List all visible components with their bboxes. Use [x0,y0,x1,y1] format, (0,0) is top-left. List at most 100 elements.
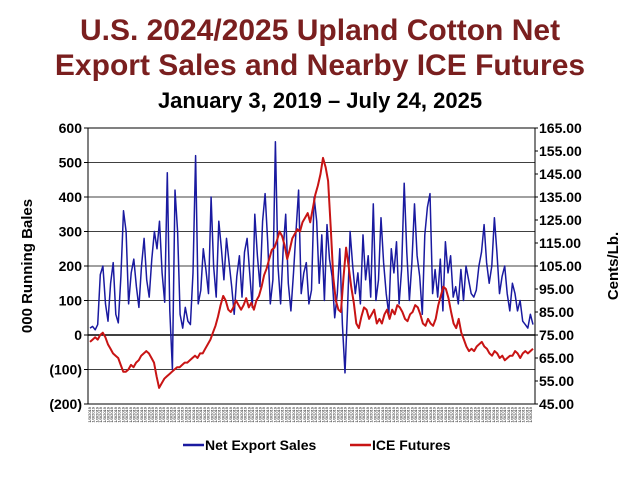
x-tick-label: 1/3/2019 [258,406,263,422]
left-tick-label: 400 [59,189,83,205]
x-tick-label: 1/3/2019 [465,406,470,422]
right-tick-label: 145.00 [539,166,582,182]
x-tick-label: 1/3/2019 [439,406,444,422]
x-tick-label: 1/3/2019 [202,406,207,422]
x-tick-label: 1/3/2019 [150,406,155,422]
x-tick-label: 1/3/2019 [302,406,307,422]
x-tick-label: 1/3/2019 [510,406,515,422]
x-tick-label: 1/3/2019 [521,406,526,422]
x-tick-label: 1/3/2019 [417,406,422,422]
x-tick-label: 1/3/2019 [324,406,329,422]
x-tick-label: 1/3/2019 [209,406,214,422]
x-tick-label: 1/3/2019 [335,406,340,422]
x-tick-label: 1/3/2019 [261,406,266,422]
x-tick-label: 1/3/2019 [187,406,192,422]
x-tick-label: 1/3/2019 [350,406,355,422]
x-tick-label: 1/3/2019 [132,406,137,422]
x-tick-label: 1/3/2019 [87,406,92,422]
x-tick-label: 1/3/2019 [406,406,411,422]
x-tick-label: 1/3/2019 [94,406,99,422]
x-tick-label: 1/3/2019 [198,406,203,422]
x-tick-label: 1/3/2019 [217,406,222,422]
x-tick-label: 1/3/2019 [176,406,181,422]
x-tick-label: 1/3/2019 [398,406,403,422]
x-tick-label: 1/3/2019 [206,406,211,422]
x-tick-label: 1/3/2019 [117,406,122,422]
x-tick-label: 1/3/2019 [309,406,314,422]
left-axis-ticks: 600 500 400 300 200 100 0 (100) (200) [49,120,88,412]
x-tick-label: 1/3/2019 [395,406,400,422]
x-tick-label: 1/3/2019 [491,406,496,422]
legend-label-net-export-sales: Net Export Sales [205,437,316,453]
x-tick-label: 1/3/2019 [280,406,285,422]
left-tick-label: (100) [49,362,82,378]
x-tick-label: 1/3/2019 [102,406,107,422]
x-tick-label: 1/3/2019 [109,406,114,422]
x-tick-label: 1/3/2019 [191,406,196,422]
right-tick-label: 165.00 [539,120,582,136]
x-tick-label: 1/3/2019 [143,406,148,422]
x-tick-label: 1/3/2019 [387,406,392,422]
x-tick-label: 1/3/2019 [269,406,274,422]
x-tick-label: 1/3/2019 [276,406,281,422]
x-tick-label: 1/3/2019 [461,406,466,422]
x-tick-label: 1/3/2019 [384,406,389,422]
x-tick-label: 1/3/2019 [332,406,337,422]
x-tick-label: 1/3/2019 [469,406,474,422]
x-tick-label: 1/3/2019 [454,406,459,422]
left-tick-label: 300 [59,224,83,240]
x-tick-label: 1/3/2019 [484,406,489,422]
x-tick-label: 1/3/2019 [195,406,200,422]
x-tick-label: 1/3/2019 [113,406,118,422]
left-tick-label: 100 [59,293,83,309]
x-tick-label: 1/3/2019 [409,406,414,422]
x-tick-label: 1/3/2019 [402,406,407,422]
right-tick-label: 115.00 [539,235,581,251]
chart-title-line-2: Export Sales and Nearby ICE Futures [54,49,586,82]
x-tick-label: 1/3/2019 [361,406,366,422]
ice-futures-line [89,156,534,389]
x-tick-label: 1/3/2019 [250,406,255,422]
series-lines [89,141,534,389]
right-tick-label: 75.00 [539,327,574,343]
right-axis-label: Cents/Lb. [605,232,622,300]
x-tick-label: 1/3/2019 [354,406,359,422]
x-tick-label: 1/3/2019 [369,406,374,422]
x-tick-label: 1/3/2019 [506,406,511,422]
x-tick-label: 1/3/2019 [343,406,348,422]
x-tick-label: 1/3/2019 [213,406,218,422]
x-tick-label: 1/3/2019 [476,406,481,422]
x-tick-label: 1/3/2019 [128,406,133,422]
x-tick-label: 1/3/2019 [502,406,507,422]
right-tick-label: 85.00 [539,304,574,320]
x-tick-label: 1/3/2019 [224,406,229,422]
right-tick-label: 135.00 [539,189,582,205]
x-tick-label: 1/3/2019 [372,406,377,422]
x-tick-label: 1/3/2019 [120,406,125,422]
x-tick-label: 1/3/2019 [295,406,300,422]
chart-subtitle: January 3, 2019 – July 24, 2025 [157,88,483,113]
x-tick-label: 1/3/2019 [321,406,326,422]
x-tick-label: 1/3/2019 [376,406,381,422]
x-tick-label: 1/3/2019 [161,406,166,422]
x-tick-label: 1/3/2019 [228,406,233,422]
left-tick-label: (200) [49,396,82,412]
x-tick-label: 1/3/2019 [528,406,533,422]
x-tick-label: 1/3/2019 [487,406,492,422]
right-tick-label: 45.00 [539,396,574,412]
x-tick-label: 1/3/2019 [220,406,225,422]
x-tick-label: 1/3/2019 [380,406,385,422]
right-axis-ticks: 165.00 155.00 145.00 135.00 125.00 115.00 105.… [535,120,582,412]
x-tick-label: 1/3/2019 [328,406,333,422]
x-tick-label: 1/3/2019 [424,406,429,422]
x-tick-label: 1/3/2019 [365,406,370,422]
x-tick-label: 1/3/2019 [346,406,351,422]
x-tick-label: 1/3/2019 [421,406,426,422]
x-tick-label: 1/3/2019 [91,406,96,422]
right-tick-label: 95.00 [539,281,574,297]
right-tick-label: 125.00 [539,212,582,228]
left-tick-label: 500 [59,155,83,171]
legend: Net Export Sales ICE Futures [183,437,451,453]
left-axis-label: 000 Running Bales [19,199,36,333]
x-tick-label: 1/3/2019 [106,406,111,422]
